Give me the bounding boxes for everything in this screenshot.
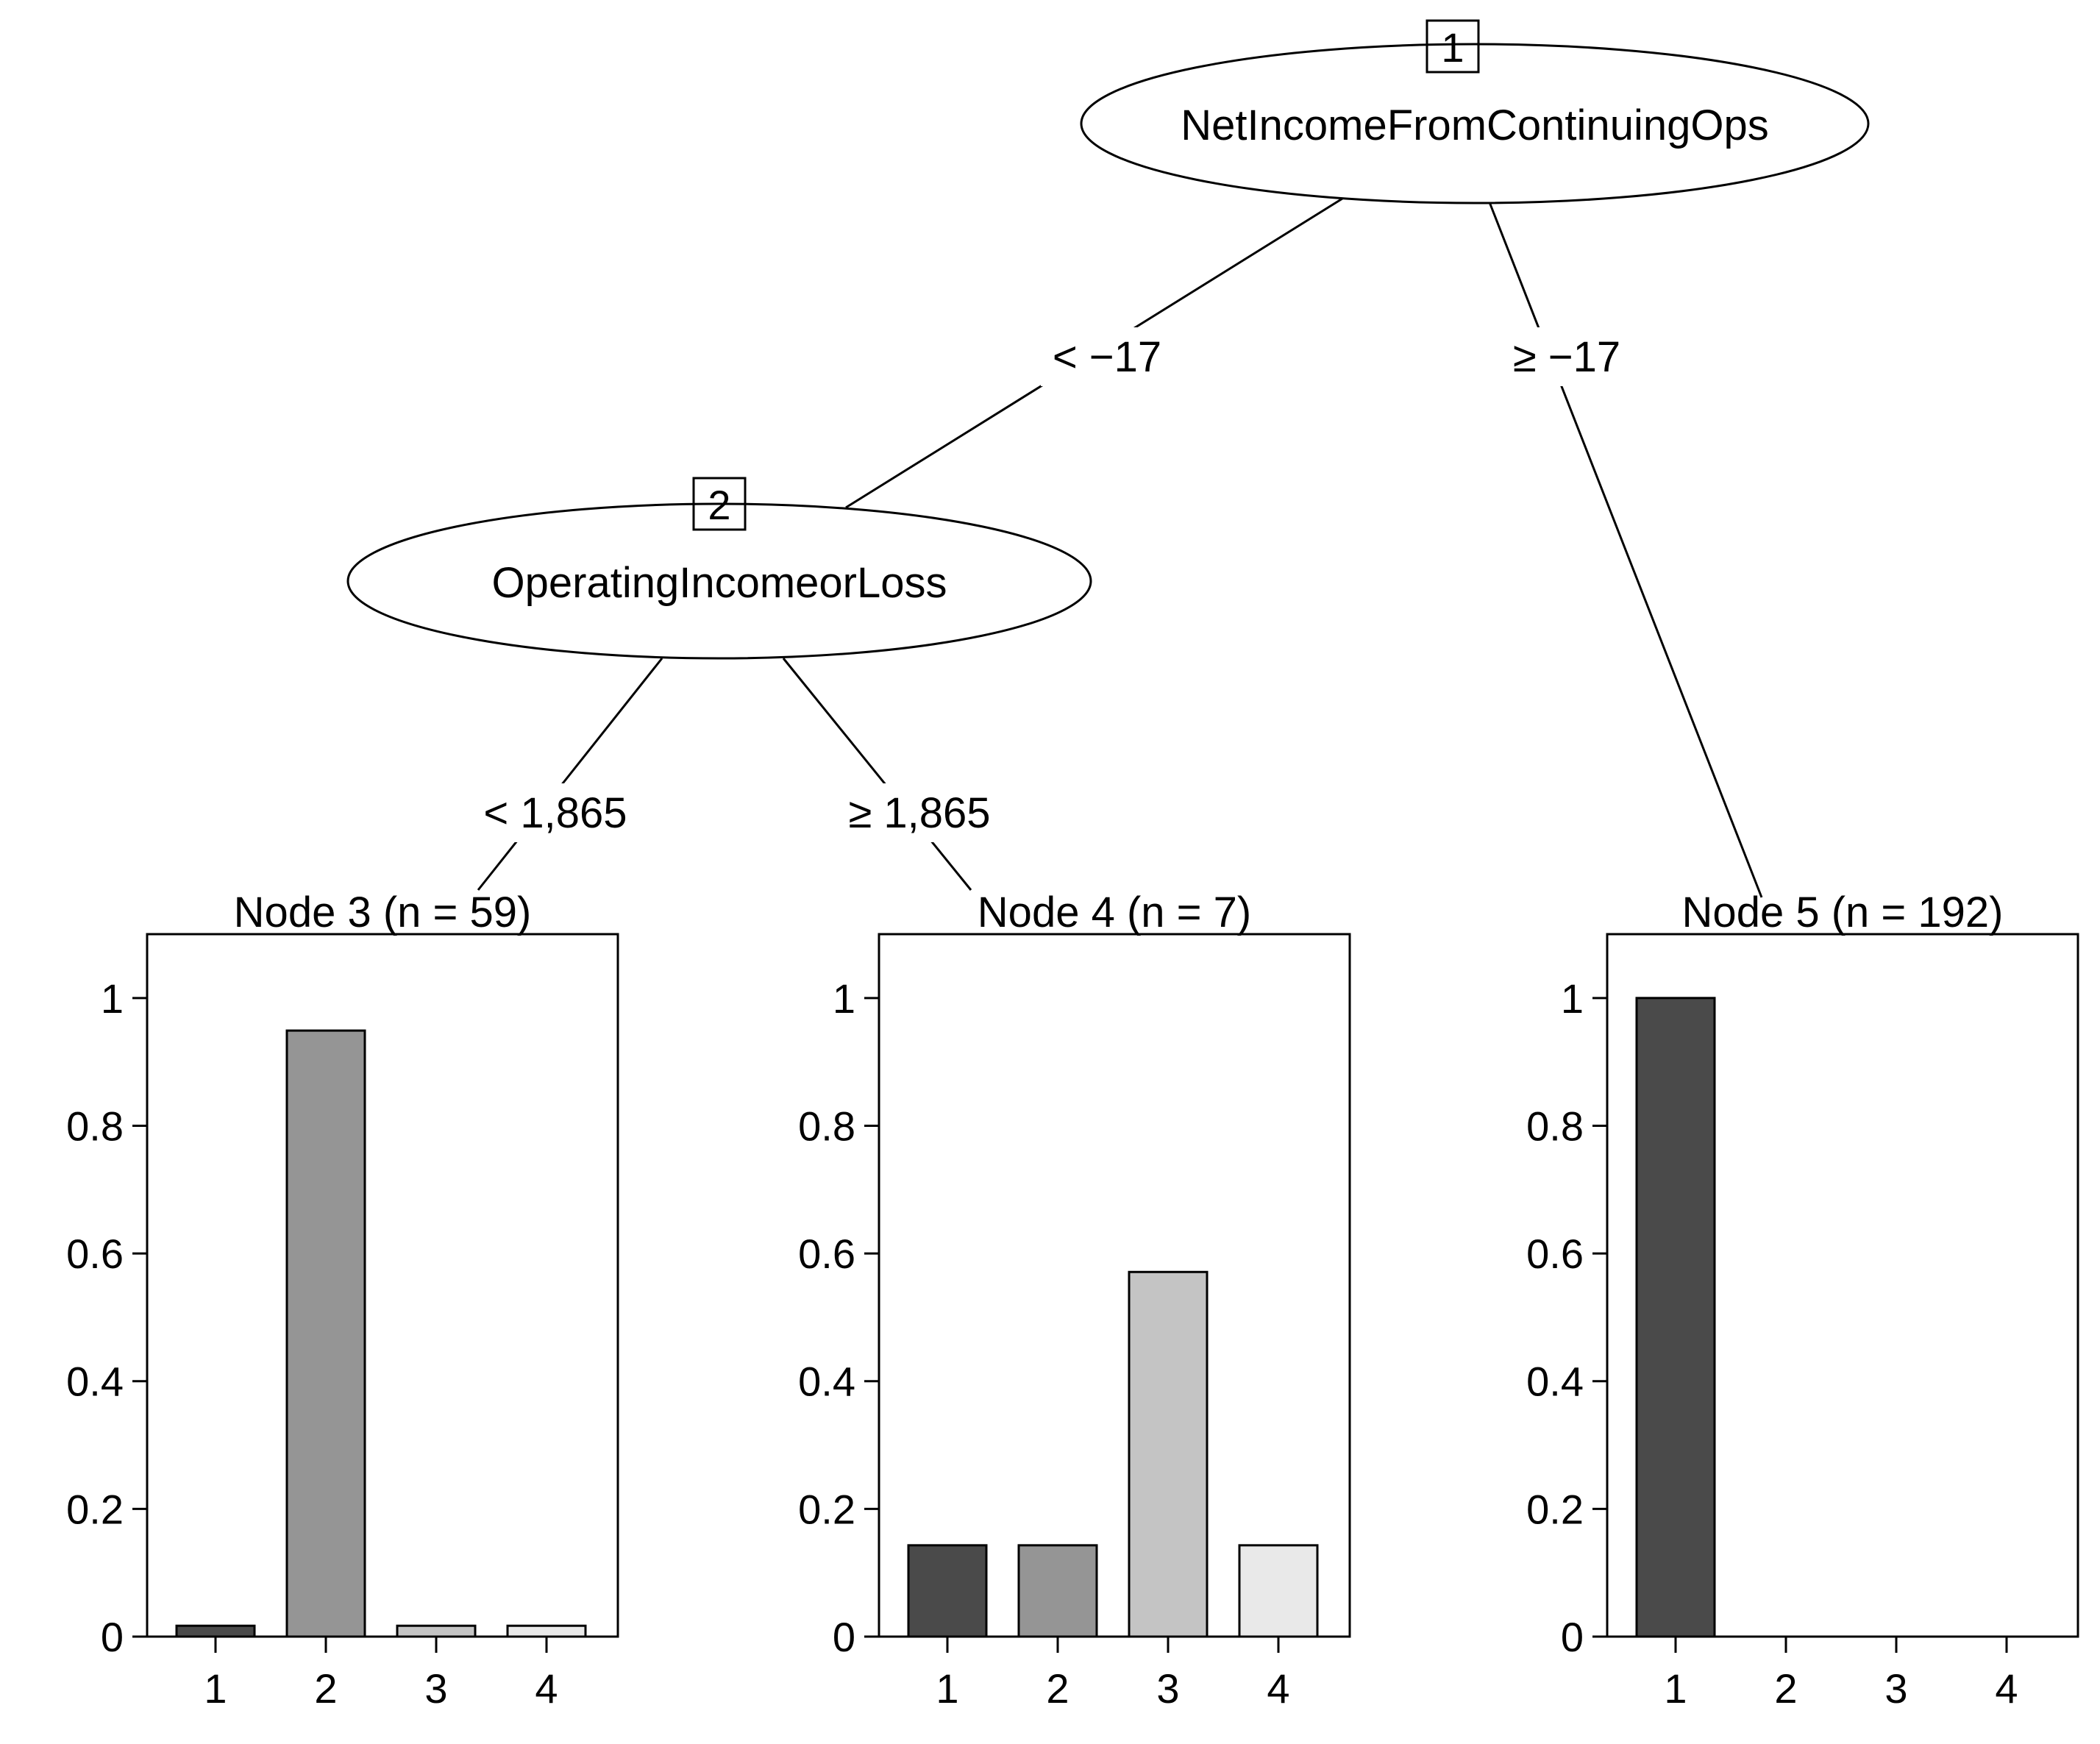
node-1-variable: NetIncomeFromContinuingOps — [1181, 102, 1768, 149]
inner-node-2: OperatingIncomeorLoss 2 — [346, 477, 1092, 660]
y-tick-label: 0.6 — [798, 1231, 855, 1277]
edge-label-2-4: ≥ 1,865 — [842, 783, 997, 842]
y-tick-label: 0 — [833, 1614, 855, 1660]
y-tick-label: 0.4 — [66, 1359, 124, 1405]
svg-text:≥ −17: ≥ −17 — [1513, 333, 1620, 381]
bar-class-2 — [1017, 1544, 1098, 1638]
bar-class-4 — [506, 1624, 587, 1638]
bar-class-4 — [1238, 1544, 1319, 1638]
edge-1-5 — [1488, 202, 1763, 898]
x-tick-label: 3 — [424, 1665, 447, 1712]
x-tick-label: 4 — [1267, 1665, 1289, 1712]
x-tick-label: 1 — [204, 1665, 227, 1712]
x-tick-label: 3 — [1884, 1665, 1907, 1712]
y-tick-label: 0.2 — [66, 1486, 124, 1532]
node-2-id: 2 — [708, 482, 730, 528]
panel-frame — [1606, 933, 2079, 1638]
bar-class-1 — [1635, 997, 1716, 1638]
y-tick-label: 1 — [1561, 975, 1584, 1022]
svg-text:< 1,865: < 1,865 — [483, 789, 627, 837]
x-tick-label: 2 — [314, 1665, 337, 1712]
bar-class-3 — [1128, 1270, 1209, 1638]
node-1-id: 1 — [1441, 24, 1464, 71]
y-tick-label: 0 — [101, 1614, 124, 1660]
y-tick-label: 1 — [101, 975, 124, 1022]
bar-class-3 — [396, 1624, 477, 1638]
edge-label-1-5: ≥ −17 — [1493, 327, 1640, 386]
bar-class-2 — [285, 1029, 366, 1638]
x-tick-label: 4 — [1995, 1665, 2018, 1712]
y-tick-label: 1 — [833, 975, 855, 1022]
svg-text:≥ 1,865: ≥ 1,865 — [848, 789, 990, 837]
x-tick-label: 1 — [1664, 1665, 1687, 1712]
bar-class-1 — [175, 1624, 256, 1638]
svg-text:< −17: < −17 — [1053, 333, 1161, 381]
edge-label-1-2: < −17 — [1041, 327, 1173, 386]
x-tick-label: 3 — [1156, 1665, 1179, 1712]
terminal-node-4-panel: Node 4 (n = 7) 0 0.2 0.4 0.6 0.8 1 1 2 3 4 — [798, 889, 1351, 1712]
y-tick-label: 0.8 — [1526, 1103, 1584, 1149]
y-tick-label: 0.4 — [1526, 1359, 1584, 1405]
panel-title: Node 5 (n = 192) — [1682, 889, 2004, 936]
x-tick-label: 2 — [1774, 1665, 1797, 1712]
bar-class-1 — [907, 1544, 988, 1638]
y-tick-label: 0.4 — [798, 1359, 855, 1405]
y-tick-label: 0.8 — [66, 1103, 124, 1149]
y-tick-label: 0.8 — [798, 1103, 855, 1149]
y-tick-label: 0.2 — [798, 1486, 855, 1532]
panel-frame — [146, 933, 619, 1638]
y-tick-label: 0.6 — [66, 1231, 124, 1277]
y-tick-label: 0.2 — [1526, 1486, 1584, 1532]
x-tick-label: 4 — [535, 1665, 558, 1712]
x-tick-label: 1 — [936, 1665, 958, 1712]
x-tick-label: 2 — [1046, 1665, 1069, 1712]
terminal-node-5-panel: Node 5 (n = 192) 0 0.2 0.4 0.6 0.8 1 1 2 3 4 — [1526, 889, 2079, 1712]
panel-title: Node 3 (n = 59) — [234, 889, 532, 936]
y-tick-label: 0 — [1561, 1614, 1584, 1660]
edge-label-2-3: < 1,865 — [482, 783, 629, 842]
edge-2-4 — [782, 658, 972, 891]
inner-node-1: NetIncomeFromContinuingOps 1 — [1080, 19, 1870, 204]
y-tick-label: 0.6 — [1526, 1231, 1584, 1277]
node-2-variable: OperatingIncomeorLoss — [492, 559, 947, 607]
terminal-node-3-panel: Node 3 (n = 59) 0 0.2 0.4 0.6 0.8 1 1 2 3 4 — [66, 889, 619, 1712]
panel-frame — [878, 933, 1351, 1638]
edge-2-3 — [477, 658, 663, 891]
panel-title: Node 4 (n = 7) — [978, 889, 1251, 936]
